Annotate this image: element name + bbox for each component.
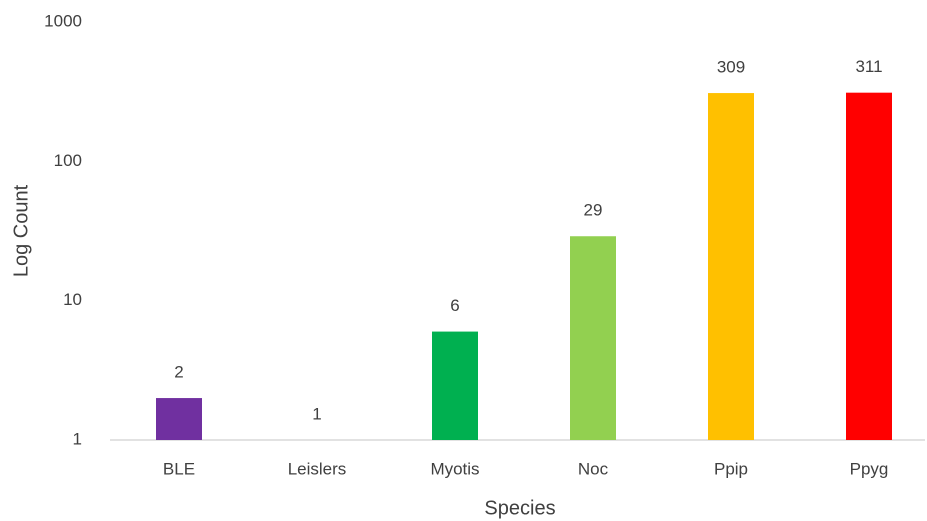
data-label: 309 [717, 58, 745, 77]
bar [156, 398, 202, 440]
bar [708, 93, 754, 440]
data-label: 6 [450, 296, 459, 315]
x-tick-label: Myotis [430, 459, 479, 478]
data-label: 29 [584, 201, 603, 220]
bar [846, 92, 892, 440]
y-tick-label: 100 [54, 151, 82, 170]
bar [432, 331, 478, 440]
x-axis-title: Species [484, 497, 555, 519]
x-tick-label: Noc [578, 459, 609, 478]
x-tick-label: Ppip [714, 459, 748, 478]
y-tick-label: 1000 [44, 11, 82, 30]
data-label: 1 [312, 404, 321, 423]
y-tick-label: 10 [63, 290, 82, 309]
bar [570, 236, 616, 440]
x-tick-label: Leislers [288, 459, 347, 478]
x-tick-label: BLE [163, 459, 195, 478]
x-tick-label: Ppyg [850, 459, 889, 478]
y-axis-title: Log Count [10, 184, 32, 277]
data-label: 2 [174, 363, 183, 382]
y-tick-label: 1 [73, 429, 82, 448]
data-label: 311 [855, 57, 882, 76]
